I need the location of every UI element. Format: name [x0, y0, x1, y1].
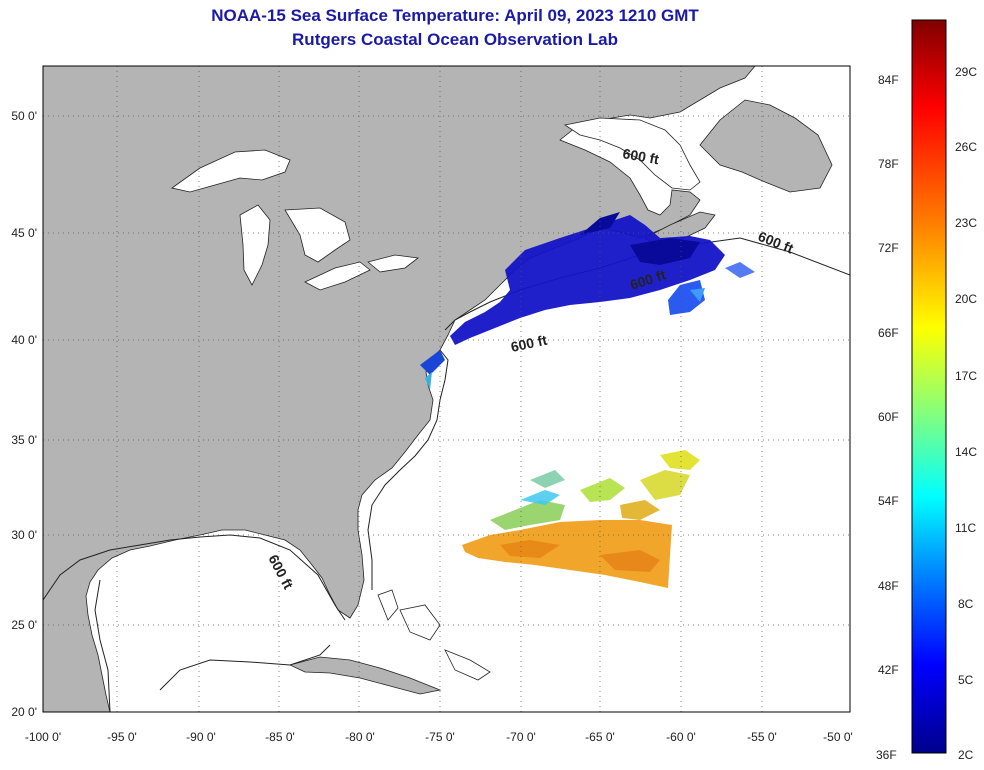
colorbar-f-label: 66F	[878, 326, 899, 340]
contour-label: 600 ft	[621, 145, 660, 167]
lat-tick: 30 0'	[11, 528, 37, 542]
colorbar-c-label: 23C	[955, 216, 978, 230]
lon-tick: -65 0'	[585, 730, 615, 744]
cuba	[288, 656, 442, 695]
colorbar-c-label: 14C	[955, 445, 978, 459]
lon-axis: -100 0' -95 0' -90 0' -85 0' -80 0' -75 …	[25, 730, 853, 744]
lon-tick: -90 0'	[186, 730, 216, 744]
lon-tick: -100 0'	[25, 730, 61, 744]
colorbar-f-label: 78F	[878, 157, 899, 171]
lon-tick: -70 0'	[506, 730, 536, 744]
gulf-of-st-lawrence	[563, 117, 701, 191]
lat-tick: 45 0'	[11, 226, 37, 240]
colorbar-f-label: 84F	[878, 73, 899, 87]
sst-warm-sargasso	[462, 520, 672, 588]
temperature-colorbar	[911, 19, 947, 754]
colorbar-c-label: 11C	[955, 521, 977, 535]
map-subtitle: Rutgers Coastal Ocean Observation Lab	[292, 30, 618, 49]
lat-tick: 20 0'	[11, 705, 37, 719]
colorbar-f-label: 72F	[878, 241, 899, 255]
colorbar-c-label: 20C	[955, 292, 978, 306]
lon-tick: -85 0'	[265, 730, 295, 744]
lake-huron	[284, 207, 351, 263]
colorbar-f-label: 48F	[878, 579, 899, 593]
colorbar-c-label: 8C	[958, 597, 974, 611]
colorbar-c-label: 2C	[958, 748, 974, 762]
colorbar-c-label: 17C	[955, 369, 978, 383]
lat-tick: 25 0'	[11, 618, 37, 632]
map-title: NOAA-15 Sea Surface Temperature: April 0…	[211, 6, 699, 25]
lon-tick: -60 0'	[666, 730, 696, 744]
lon-tick: -75 0'	[425, 730, 455, 744]
lake-ontario	[367, 254, 420, 273]
colorbar-f-label: 42F	[878, 663, 899, 677]
lon-tick: -50 0'	[823, 730, 853, 744]
lon-tick: -80 0'	[345, 730, 375, 744]
lat-tick: 40 0'	[11, 333, 37, 347]
contour-label: 600 ft	[509, 332, 548, 355]
colorbar-f-label: 36F	[876, 748, 897, 762]
lat-tick: 50 0'	[11, 109, 37, 123]
lake-michigan	[239, 204, 271, 286]
lake-erie	[304, 261, 371, 291]
newfoundland	[699, 99, 833, 193]
colorbar-c-label: 26C	[955, 140, 978, 154]
colorbar-f-label: 54F	[878, 494, 899, 508]
map-frame	[42, 65, 851, 713]
lon-tick: -55 0'	[747, 730, 777, 744]
colorbar-f-label: 60F	[878, 410, 899, 424]
lake-superior	[171, 149, 291, 193]
lat-tick: 35 0'	[11, 433, 37, 447]
colorbar-c-label: 29C	[955, 65, 978, 79]
colorbar-c-label: 5C	[958, 673, 974, 687]
lon-tick: -95 0'	[107, 730, 137, 744]
lat-axis: 50 0' 45 0' 40 0' 35 0' 30 0' 25 0' 20 0…	[11, 109, 37, 719]
